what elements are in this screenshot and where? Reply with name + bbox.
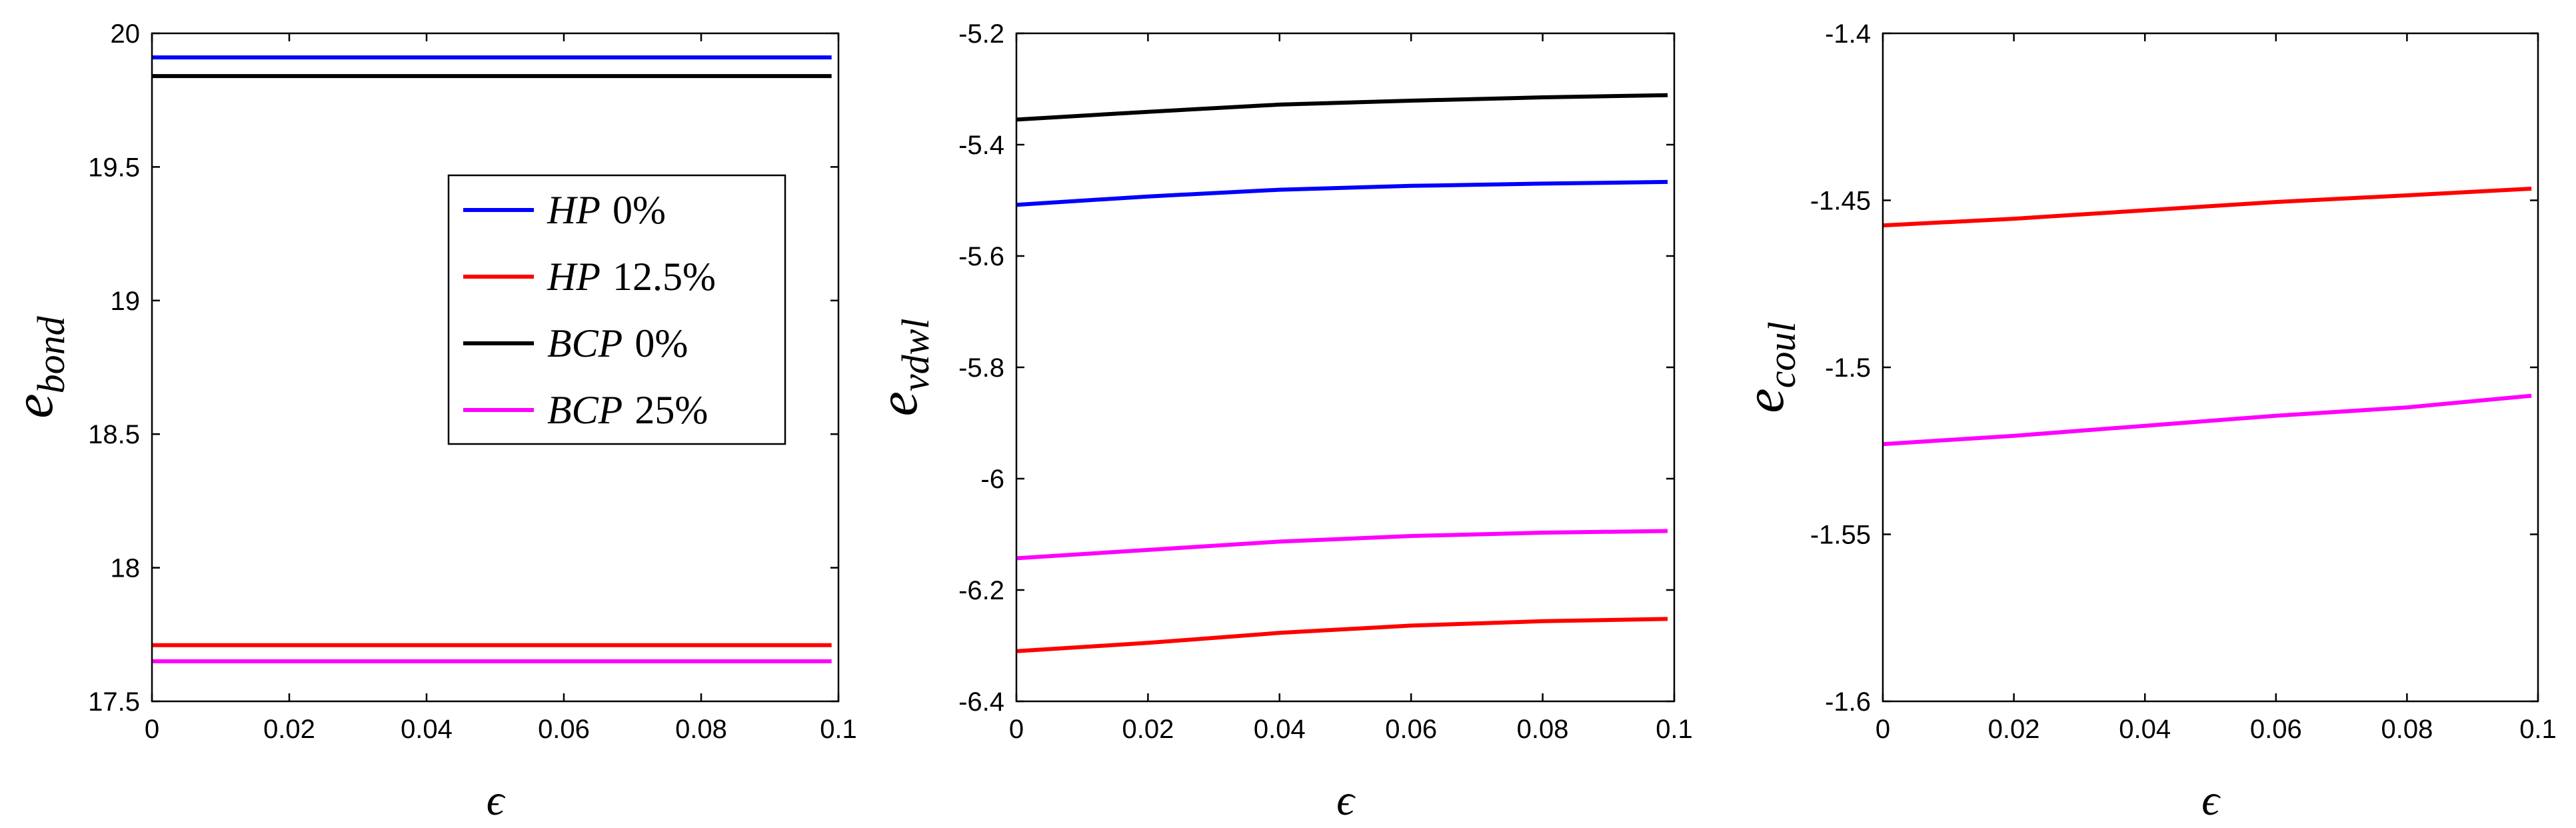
series-line-0 bbox=[1882, 187, 2532, 228]
y-axis-label-subscript: bond bbox=[29, 315, 73, 393]
plot-frame bbox=[151, 32, 840, 703]
legend: HP 0% HP 12.5% BCP 0% BCP 25% bbox=[447, 174, 786, 445]
x-axis-label: ϵ bbox=[2201, 776, 2221, 825]
y-tick-label: 18 bbox=[111, 554, 141, 583]
legend-entry: HP 12.5% bbox=[547, 255, 716, 299]
y-tick-label: -1.5 bbox=[1825, 353, 1871, 383]
y-tick-label: -6.2 bbox=[958, 576, 1004, 605]
y-axis-label: ebond bbox=[3, 315, 73, 418]
y-tick-label: -5.6 bbox=[958, 242, 1004, 271]
legend-entry: HP 0% bbox=[547, 188, 666, 232]
legend-box bbox=[447, 174, 786, 445]
series-line-2 bbox=[1016, 529, 1668, 561]
x-tick-label: 0.1 bbox=[1656, 715, 1693, 744]
y-axis-label-subscript: coul bbox=[1760, 321, 1804, 388]
y-tick-label: 19 bbox=[111, 287, 141, 316]
panel-1: 0 0.02 0.04 0.06 0.08 0.1 -6.4 -6.2 -6 -5.8 -5.6 -5… bbox=[867, 19, 1693, 825]
legend-entry-name: HP bbox=[547, 255, 601, 299]
x-tick-label: 0.1 bbox=[820, 715, 857, 744]
x-tick-label: 0.08 bbox=[675, 715, 727, 744]
x-tick-label: 0 bbox=[1009, 715, 1024, 744]
x-tick-label: 0.02 bbox=[263, 715, 315, 744]
y-axis-label: evdwl bbox=[867, 319, 937, 417]
x-tick-label: 0.1 bbox=[2519, 715, 2557, 744]
legend-entry-suffix: 0% bbox=[613, 188, 666, 232]
y-tick-label: 19.5 bbox=[88, 153, 140, 182]
legend-entry-name: HP bbox=[547, 188, 601, 232]
series-line-1 bbox=[1882, 393, 2532, 447]
x-tick-label: 0 bbox=[1876, 715, 1890, 744]
y-tick-label: -5.8 bbox=[958, 353, 1004, 383]
x-tick-label: 0.06 bbox=[2250, 715, 2302, 744]
y-axis-label-main: e bbox=[867, 391, 929, 416]
panel-0: 0 0.02 0.04 0.06 0.08 0.1 17.5 18 18.5 19 19.5 20 ϵ e… bbox=[3, 19, 857, 825]
y-tick-label: -6 bbox=[980, 465, 1004, 494]
y-tick-label: 18.5 bbox=[88, 420, 140, 449]
y-tick-label: -1.45 bbox=[1810, 187, 1871, 216]
x-axis-label: ϵ bbox=[487, 776, 506, 825]
plot-frame bbox=[1015, 32, 1676, 703]
y-axis-label: ecoul bbox=[1734, 321, 1804, 413]
y-axis-label-subscript: vdwl bbox=[894, 319, 937, 392]
x-tick-label: 0.06 bbox=[1385, 715, 1437, 744]
y-tick-label: -5.4 bbox=[958, 131, 1004, 160]
x-tick-label: 0.04 bbox=[1254, 715, 1306, 744]
series-line-0 bbox=[1016, 93, 1668, 122]
y-axis-label-main: e bbox=[3, 393, 65, 418]
legend-entry: BCP 25% bbox=[547, 388, 708, 432]
legend-entry-suffix: 12.5% bbox=[613, 255, 716, 299]
legend-entry-suffix: 0% bbox=[635, 321, 688, 365]
x-tick-label: 0.08 bbox=[1517, 715, 1569, 744]
panel-2: 0 0.02 0.04 0.06 0.08 0.1 -1.6 -1.55 -1.5 -1.45 -1… bbox=[1734, 19, 2557, 825]
x-tick-label: 0.06 bbox=[538, 715, 590, 744]
y-tick-label: 20 bbox=[111, 19, 141, 49]
plot-frame bbox=[1882, 32, 2539, 703]
y-tick-label: -1.55 bbox=[1810, 521, 1871, 550]
legend-entry-suffix: 25% bbox=[635, 388, 708, 432]
y-tick-label: 17.5 bbox=[88, 687, 140, 717]
x-axis-label: ϵ bbox=[1336, 776, 1356, 825]
y-tick-label: -5.2 bbox=[958, 19, 1004, 49]
series-line-1 bbox=[1016, 179, 1668, 207]
legend-entry-name: BCP bbox=[547, 321, 623, 365]
series-line-3 bbox=[1016, 617, 1668, 653]
x-tick-label: 0.02 bbox=[1988, 715, 2040, 744]
x-tick-label: 0.04 bbox=[2119, 715, 2171, 744]
y-axis-label-main: e bbox=[1734, 388, 1796, 413]
legend-entry-name: BCP bbox=[547, 388, 623, 432]
x-tick-label: 0 bbox=[145, 715, 159, 744]
x-tick-label: 0.02 bbox=[1122, 715, 1174, 744]
x-tick-label: 0.08 bbox=[2381, 715, 2433, 744]
legend-entry: BCP 0% bbox=[547, 321, 688, 365]
y-tick-label: -1.4 bbox=[1825, 19, 1871, 49]
y-tick-label: -1.6 bbox=[1825, 687, 1871, 717]
x-tick-label: 0.04 bbox=[401, 715, 453, 744]
y-tick-label: -6.4 bbox=[958, 687, 1004, 717]
